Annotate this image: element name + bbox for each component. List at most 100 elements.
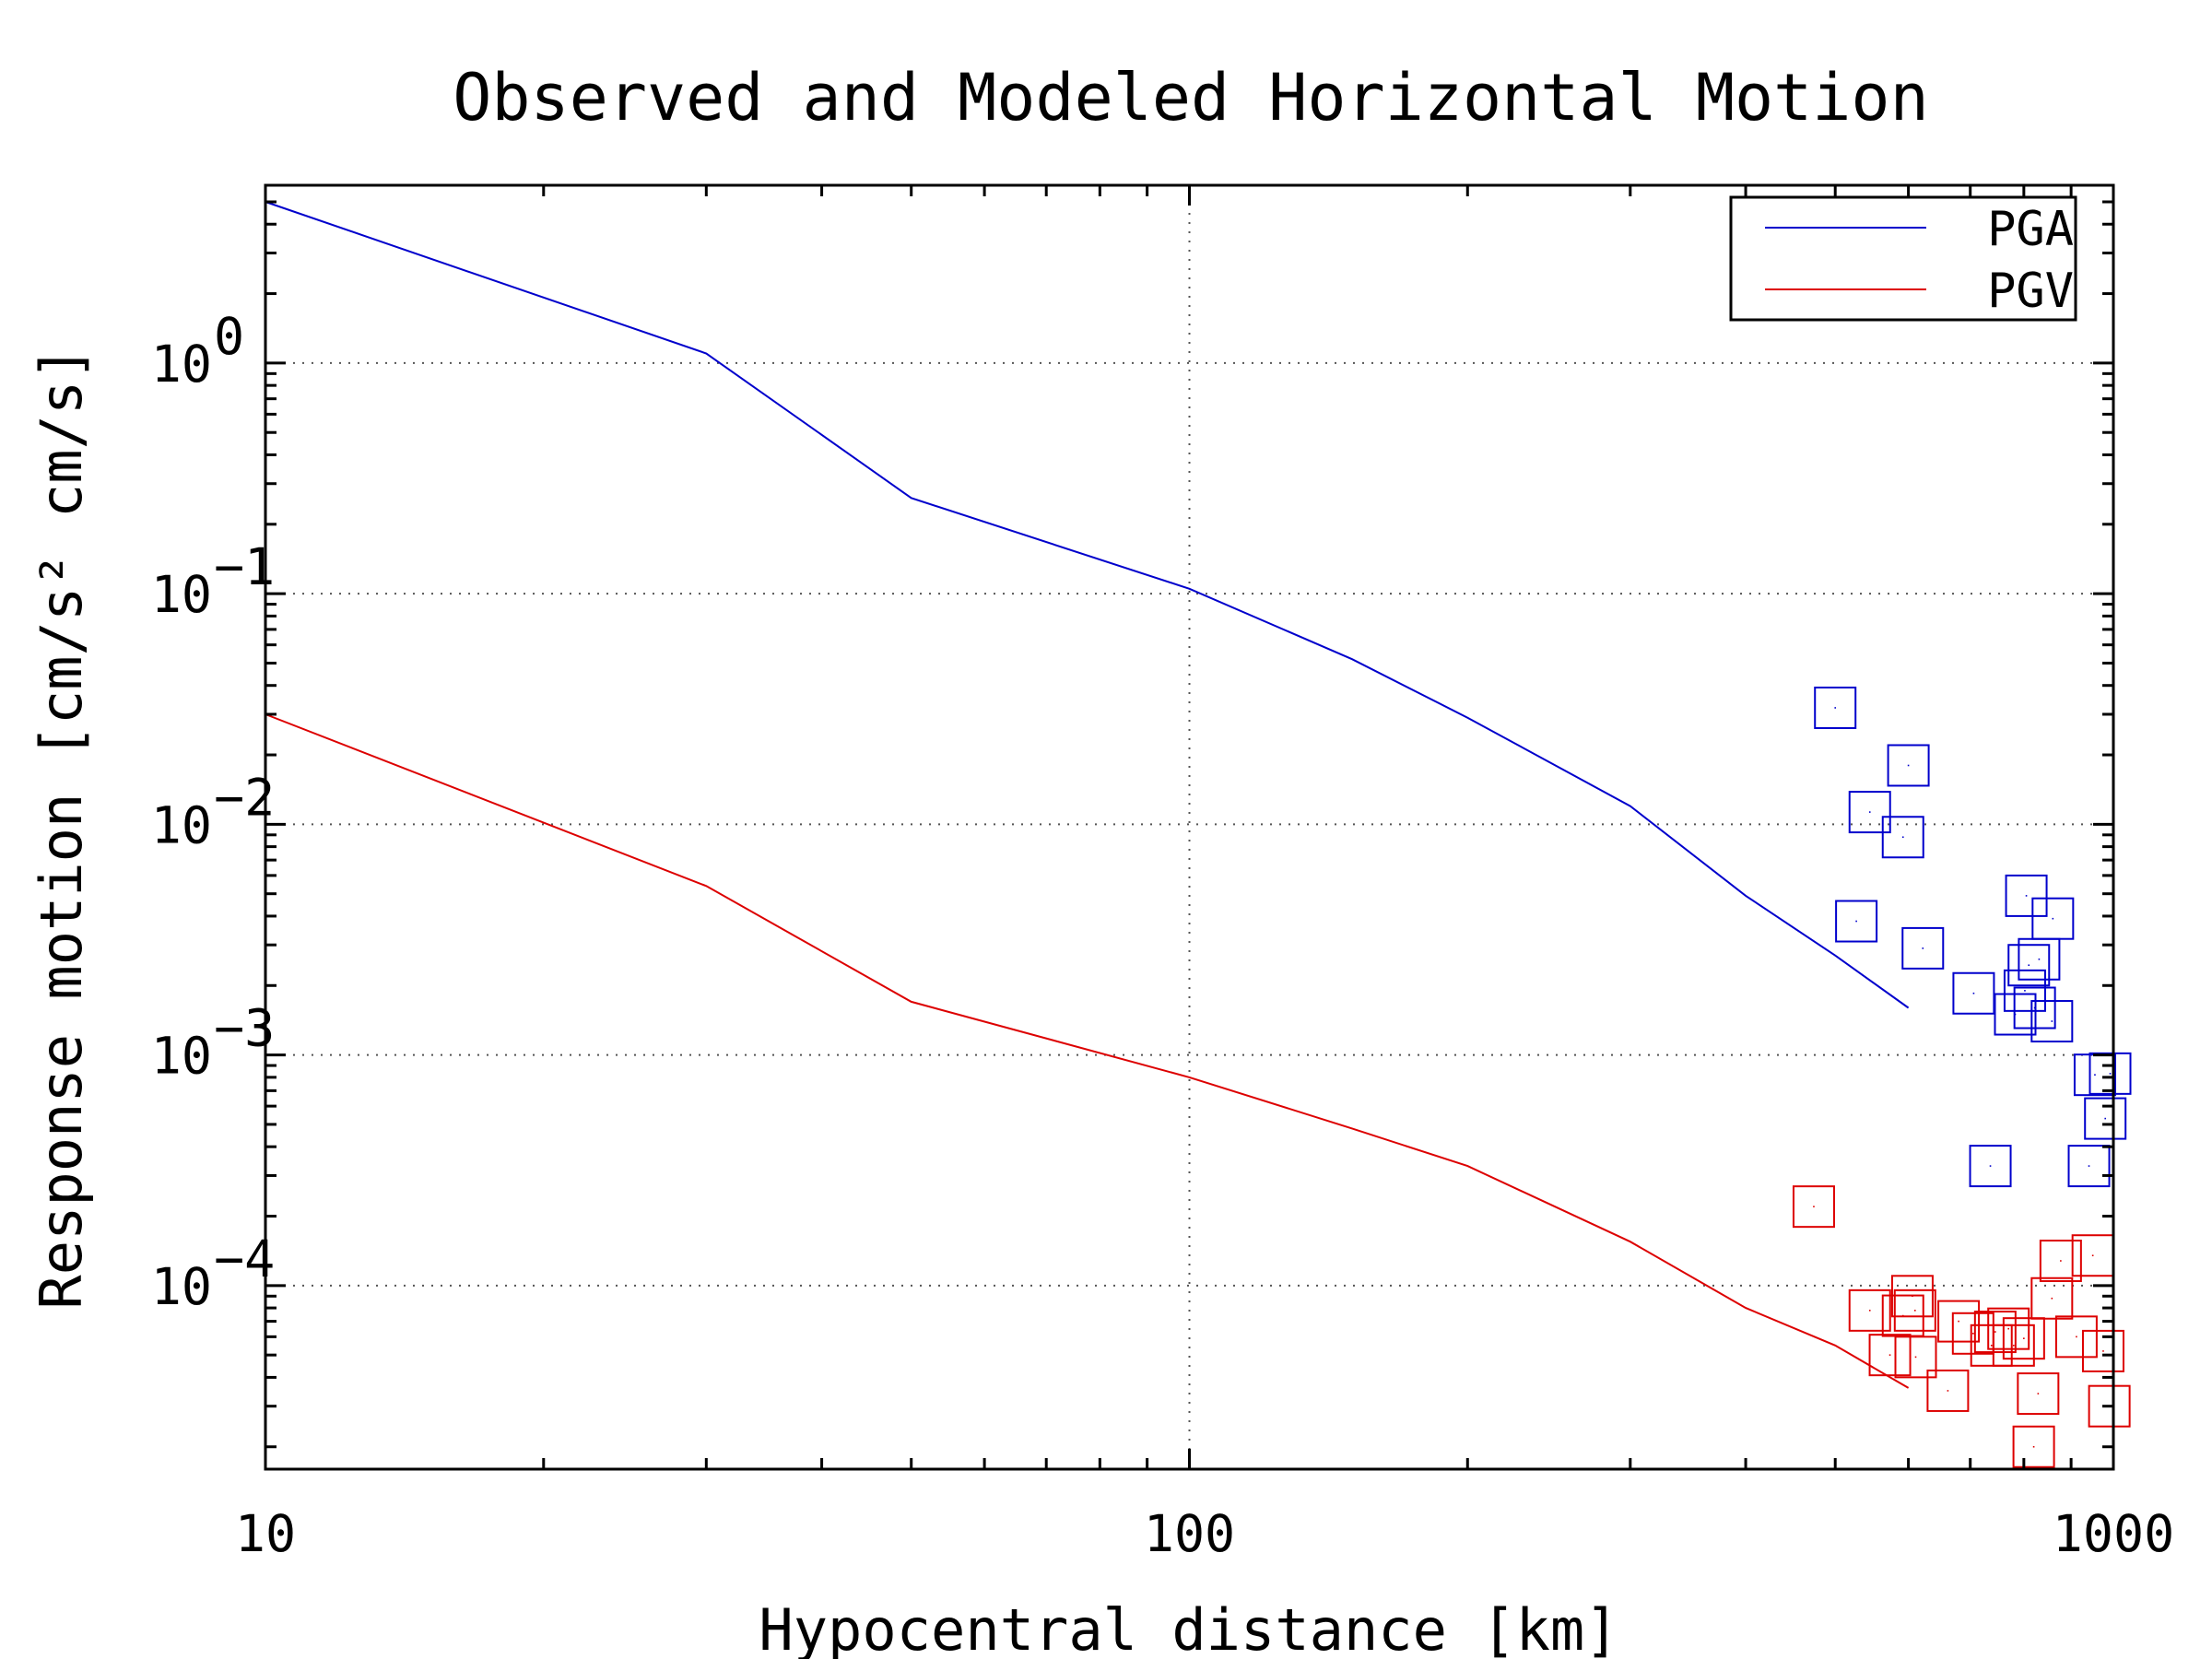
data-point-center <box>1958 1320 1959 1323</box>
data-point <box>1992 1324 2035 1367</box>
data-point-center <box>2033 1006 2036 1009</box>
data-point-center <box>2091 1254 2094 1257</box>
data-point-center <box>2028 964 2030 967</box>
y-tick-exponent: 0 <box>214 307 244 366</box>
data-point <box>1868 1334 1912 1377</box>
data-point-center <box>2024 990 2026 992</box>
y-tick-label: 10 <box>151 1027 212 1086</box>
data-point-center <box>2051 1020 2053 1022</box>
data-point-center <box>1901 836 1904 839</box>
data-point <box>2067 1145 2111 1188</box>
data-point-center <box>2051 1297 2053 1300</box>
data-point <box>1893 1288 1936 1332</box>
data-point <box>1937 1300 1981 1343</box>
y-tick-label: 10 <box>151 1257 212 1316</box>
data-point <box>1848 791 1891 834</box>
data-point-center <box>1855 920 1857 923</box>
data-point <box>2012 1425 2055 1468</box>
data-point <box>1835 900 1878 943</box>
legend-box <box>1729 195 2077 322</box>
data-point-center <box>1868 811 1871 813</box>
ticks <box>264 185 2113 1469</box>
data-point-center <box>1813 1206 1815 1207</box>
chart-title: Observed and Modeled Horizontal Motion <box>453 60 1928 135</box>
data-point-center <box>2038 958 2041 960</box>
data-point <box>1890 1275 1934 1318</box>
data-point-center <box>1947 1390 1949 1392</box>
data-point <box>1848 1288 1891 1332</box>
data-point-center <box>1994 1331 1996 1333</box>
data-point-center <box>1914 1356 1917 1359</box>
data-point <box>2088 1052 2132 1095</box>
y-axis-label: Response motion [cm/s² cm/s] <box>28 346 95 1309</box>
data-point-center <box>2076 1335 2077 1338</box>
data-point-center <box>2032 1445 2035 1448</box>
data-point-center <box>2037 1393 2040 1394</box>
data-point-center <box>1972 1332 1974 1335</box>
data-point <box>2007 944 2051 987</box>
legend: PGA PGV <box>1729 195 2077 322</box>
series-line-pga <box>265 201 1910 1009</box>
grid <box>265 185 2113 1469</box>
data-point-center <box>1907 764 1910 767</box>
y-tick-exponent: −2 <box>214 768 275 827</box>
y-tick-label: 10 <box>151 565 212 624</box>
data-point <box>1792 1185 1835 1229</box>
data-point <box>1969 1145 2012 1188</box>
data-point <box>1881 816 1924 859</box>
data-point-center <box>1922 947 1924 949</box>
data-point <box>1894 1335 1937 1379</box>
data-point-center <box>2052 917 2054 920</box>
data-point-center <box>1990 1345 1993 1347</box>
x-tick-label: 10 <box>235 1504 296 1563</box>
data-point-center <box>1888 1354 1891 1356</box>
data-point-center <box>1913 1310 1916 1312</box>
data-point <box>2030 1277 2074 1320</box>
data-point <box>2081 1329 2124 1372</box>
data-point <box>2088 1384 2131 1428</box>
data-point <box>2054 1315 2098 1359</box>
data-point <box>2005 874 2048 917</box>
data-point <box>2017 1372 2060 1416</box>
series-layer <box>265 201 2132 1468</box>
legend-label-pga: PGA <box>1987 202 2074 257</box>
data-point <box>2084 1097 2127 1140</box>
data-point <box>1887 744 1930 787</box>
data-point-center <box>2109 1073 2112 1075</box>
y-tick-label: 10 <box>151 795 212 854</box>
data-point <box>2002 1317 2045 1360</box>
data-point <box>2003 969 2046 1012</box>
data-point-center <box>1989 1165 1992 1167</box>
data-point-center <box>2023 1337 2025 1339</box>
data-point <box>1952 971 1995 1015</box>
data-point-center <box>2102 1350 2104 1352</box>
x-tick-label: 1000 <box>2053 1504 2174 1563</box>
series-line-pgv <box>265 713 1910 1389</box>
data-point-center <box>2025 895 2028 897</box>
data-point-center <box>2007 1327 2010 1330</box>
data-point-center <box>2013 1345 2015 1347</box>
data-point <box>1987 1307 2030 1350</box>
data-point <box>1970 1324 2013 1367</box>
data-point <box>1901 926 1945 970</box>
legend-label-pgv: PGV <box>1987 264 2074 319</box>
data-point-center <box>2088 1165 2090 1167</box>
data-point-center <box>1834 707 1837 709</box>
x-axis-label: Hypocentral distance [km] <box>759 1596 1618 1659</box>
data-point-center <box>1972 992 1975 994</box>
data-point-center <box>2094 1074 2096 1076</box>
data-point <box>1814 686 1857 729</box>
data-point <box>2018 937 2061 981</box>
data-point <box>1926 1369 1970 1412</box>
data-point-center <box>2060 1260 2062 1262</box>
plot-frame <box>264 183 2115 1471</box>
data-point <box>2030 1000 2074 1043</box>
data-point <box>2013 986 2056 1030</box>
y-tick-label: 10 <box>151 335 212 394</box>
y-tick-exponent: −3 <box>214 999 275 1058</box>
data-point <box>1973 1311 2017 1354</box>
data-point <box>2039 1240 2082 1283</box>
y-tick-exponent: −1 <box>214 537 275 596</box>
